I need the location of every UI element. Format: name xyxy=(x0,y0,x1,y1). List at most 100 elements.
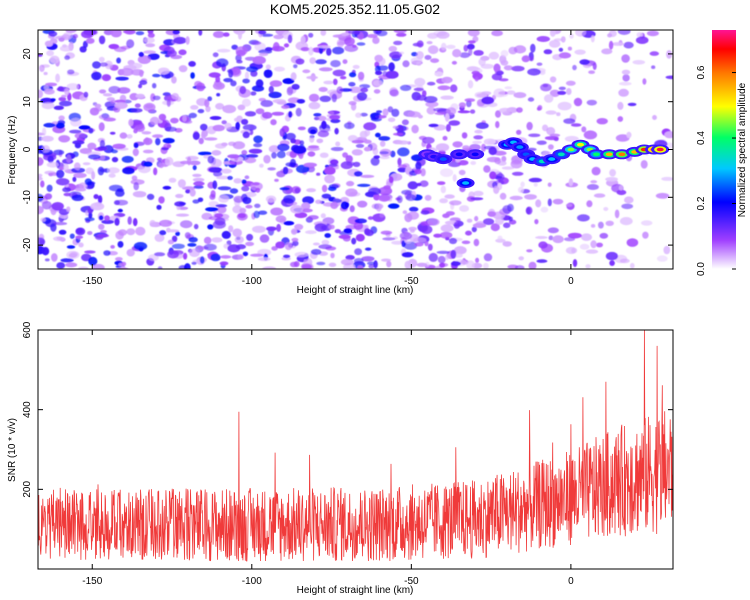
noise-blob xyxy=(376,30,388,37)
noise-blob xyxy=(242,251,249,257)
noise-blob xyxy=(632,60,646,65)
noise-blob xyxy=(301,202,311,210)
noise-blob xyxy=(501,166,515,170)
noise-blob xyxy=(442,135,448,141)
noise-blob xyxy=(287,34,293,44)
noise-blob xyxy=(493,88,506,98)
ridge-core xyxy=(516,145,524,149)
noise-blob xyxy=(558,52,572,59)
noise-blob xyxy=(196,82,206,92)
noise-blob xyxy=(244,175,250,180)
noise-blob xyxy=(277,143,290,152)
noise-blob xyxy=(349,205,355,213)
noise-blob xyxy=(664,131,673,139)
noise-blob xyxy=(193,185,204,189)
y-tick-label: 0 xyxy=(22,146,33,152)
noise-blob xyxy=(596,242,603,248)
noise-blob xyxy=(268,145,280,153)
noise-blob xyxy=(436,250,450,254)
noise-blob xyxy=(624,196,634,204)
noise-blob xyxy=(549,40,561,48)
noise-blob xyxy=(40,217,46,222)
noise-blob xyxy=(139,69,144,77)
noise-blob xyxy=(130,179,145,185)
noise-blob xyxy=(424,241,429,247)
noise-blob xyxy=(143,161,153,167)
noise-blob xyxy=(126,248,135,257)
noise-blob xyxy=(509,195,523,201)
noise-blob xyxy=(291,228,298,235)
noise-blob xyxy=(511,65,525,72)
noise-blob xyxy=(467,30,480,37)
noise-blob xyxy=(99,139,105,149)
noise-blob xyxy=(355,233,365,242)
noise-blob xyxy=(185,189,191,194)
noise-blob xyxy=(493,63,501,73)
noise-blob xyxy=(399,232,413,240)
noise-blob xyxy=(110,30,122,38)
noise-blob xyxy=(191,261,197,265)
noise-blob xyxy=(157,266,163,269)
noise-blob xyxy=(470,109,476,114)
noise-blob xyxy=(114,102,128,109)
noise-blob xyxy=(132,191,147,198)
noise-blob xyxy=(378,136,391,141)
noise-blob xyxy=(198,30,203,36)
noise-blob xyxy=(549,89,561,98)
noise-blob xyxy=(237,30,243,40)
noise-blob xyxy=(230,80,237,87)
noise-blob xyxy=(87,231,93,235)
colorbar-ticks: 0.0 0.2 0.4 0.6 xyxy=(696,65,736,276)
noise-blob xyxy=(193,223,199,230)
noise-blob xyxy=(138,83,143,89)
noise-blob xyxy=(254,203,261,208)
noise-blob xyxy=(511,171,524,176)
noise-blob xyxy=(403,241,418,250)
noise-blob xyxy=(457,110,471,114)
noise-blob xyxy=(222,104,237,114)
noise-blob xyxy=(114,217,120,226)
noise-blob xyxy=(627,102,637,107)
noise-blob xyxy=(242,196,252,205)
colorbar-tick-label: 0.2 xyxy=(696,196,707,210)
noise-blob xyxy=(407,181,418,190)
noise-blob xyxy=(585,264,591,269)
noise-blob xyxy=(149,116,160,125)
noise-blob xyxy=(92,61,101,69)
noise-blob xyxy=(441,76,453,84)
noise-blob xyxy=(208,167,223,173)
noise-blob xyxy=(452,174,457,182)
noise-blob xyxy=(58,135,71,143)
noise-blob xyxy=(283,194,296,204)
noise-blob xyxy=(56,178,70,186)
noise-blob xyxy=(524,194,537,200)
noise-blob xyxy=(271,152,277,159)
noise-blob xyxy=(119,132,128,139)
noise-blob xyxy=(528,56,534,62)
noise-blob xyxy=(428,252,438,262)
noise-blob xyxy=(93,194,99,200)
noise-blob xyxy=(53,105,64,111)
noise-blob xyxy=(353,221,364,230)
noise-blob xyxy=(330,252,335,259)
noise-blob xyxy=(249,129,254,136)
noise-blob xyxy=(143,102,156,112)
noise-blob xyxy=(328,111,335,115)
noise-blob xyxy=(98,56,105,63)
noise-blob xyxy=(232,228,242,237)
colorbar-tick-label: 0.0 xyxy=(696,262,707,276)
noise-blob xyxy=(108,86,121,94)
noise-blob xyxy=(328,184,339,189)
noise-blob xyxy=(552,235,564,244)
noise-blob xyxy=(433,107,447,112)
noise-blob xyxy=(470,197,484,201)
noise-blob xyxy=(152,95,161,101)
noise-blob xyxy=(43,85,50,90)
noise-blob xyxy=(467,80,474,89)
noise-blob xyxy=(579,243,590,250)
noise-blob xyxy=(459,205,470,212)
noise-blob xyxy=(357,32,364,40)
noise-blob xyxy=(420,168,426,177)
noise-blob xyxy=(319,152,329,158)
noise-blob xyxy=(439,198,448,204)
